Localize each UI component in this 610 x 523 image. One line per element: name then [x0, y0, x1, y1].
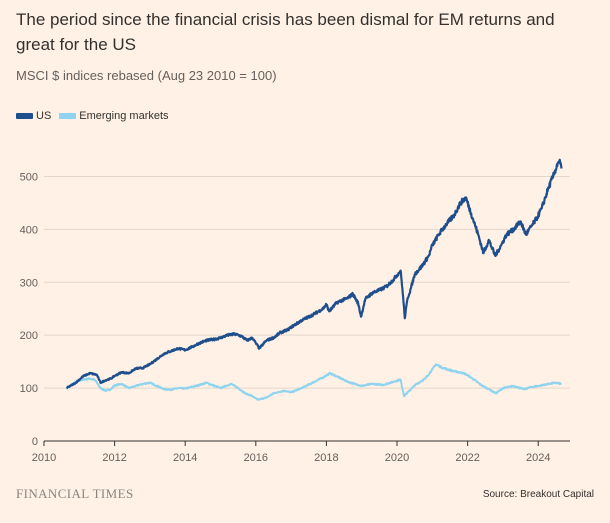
x-tick-label-2020: 2020 [385, 452, 409, 464]
y-axis-tick-labels: 0 100 200 300 400 500 [20, 171, 38, 448]
legend-item-emerging-markets: Emerging markets [59, 110, 169, 122]
x-tick-label-2016: 2016 [244, 452, 268, 464]
x-tick-label-2012: 2012 [102, 452, 126, 464]
series-lines [65, 158, 563, 401]
y-tick-label-200: 200 [20, 330, 38, 342]
x-tick-label-2018: 2018 [314, 452, 338, 464]
y-tick-label-400: 400 [20, 224, 38, 236]
series-line-us [65, 158, 563, 390]
x-tick-label-2022: 2022 [455, 452, 479, 464]
y-tick-label-100: 100 [20, 383, 38, 395]
chart-subtitle: MSCI $ indices rebased (Aug 23 2010 = 10… [16, 68, 277, 83]
x-tick-label-2024: 2024 [526, 452, 550, 464]
x-tick-label-2014: 2014 [173, 452, 197, 464]
legend-swatch-us [16, 113, 33, 119]
series-line-emerging-markets [66, 363, 563, 401]
y-tick-label-300: 300 [20, 277, 38, 289]
legend-label-us: US [36, 110, 52, 122]
legend-item-us: US [16, 110, 51, 122]
ft-logo-text: FINANCIAL TIMES [16, 486, 134, 501]
source-note: Source: Breakout Capital [482, 489, 594, 500]
legend-swatch-emerging-markets [59, 113, 77, 119]
y-tick-label-0: 0 [32, 436, 38, 448]
y-tick-label-500: 500 [20, 171, 38, 183]
legend: US Emerging markets [16, 110, 177, 122]
chart-title: The period since the financial crisis ha… [16, 10, 555, 54]
gridlines [44, 175, 570, 442]
legend-label-emerging-markets: Emerging markets [79, 110, 169, 122]
x-axis-tick-labels: 2010 2012 2014 2016 2018 2020 2022 2024 [32, 441, 550, 464]
x-tick-label-2010: 2010 [32, 452, 56, 464]
